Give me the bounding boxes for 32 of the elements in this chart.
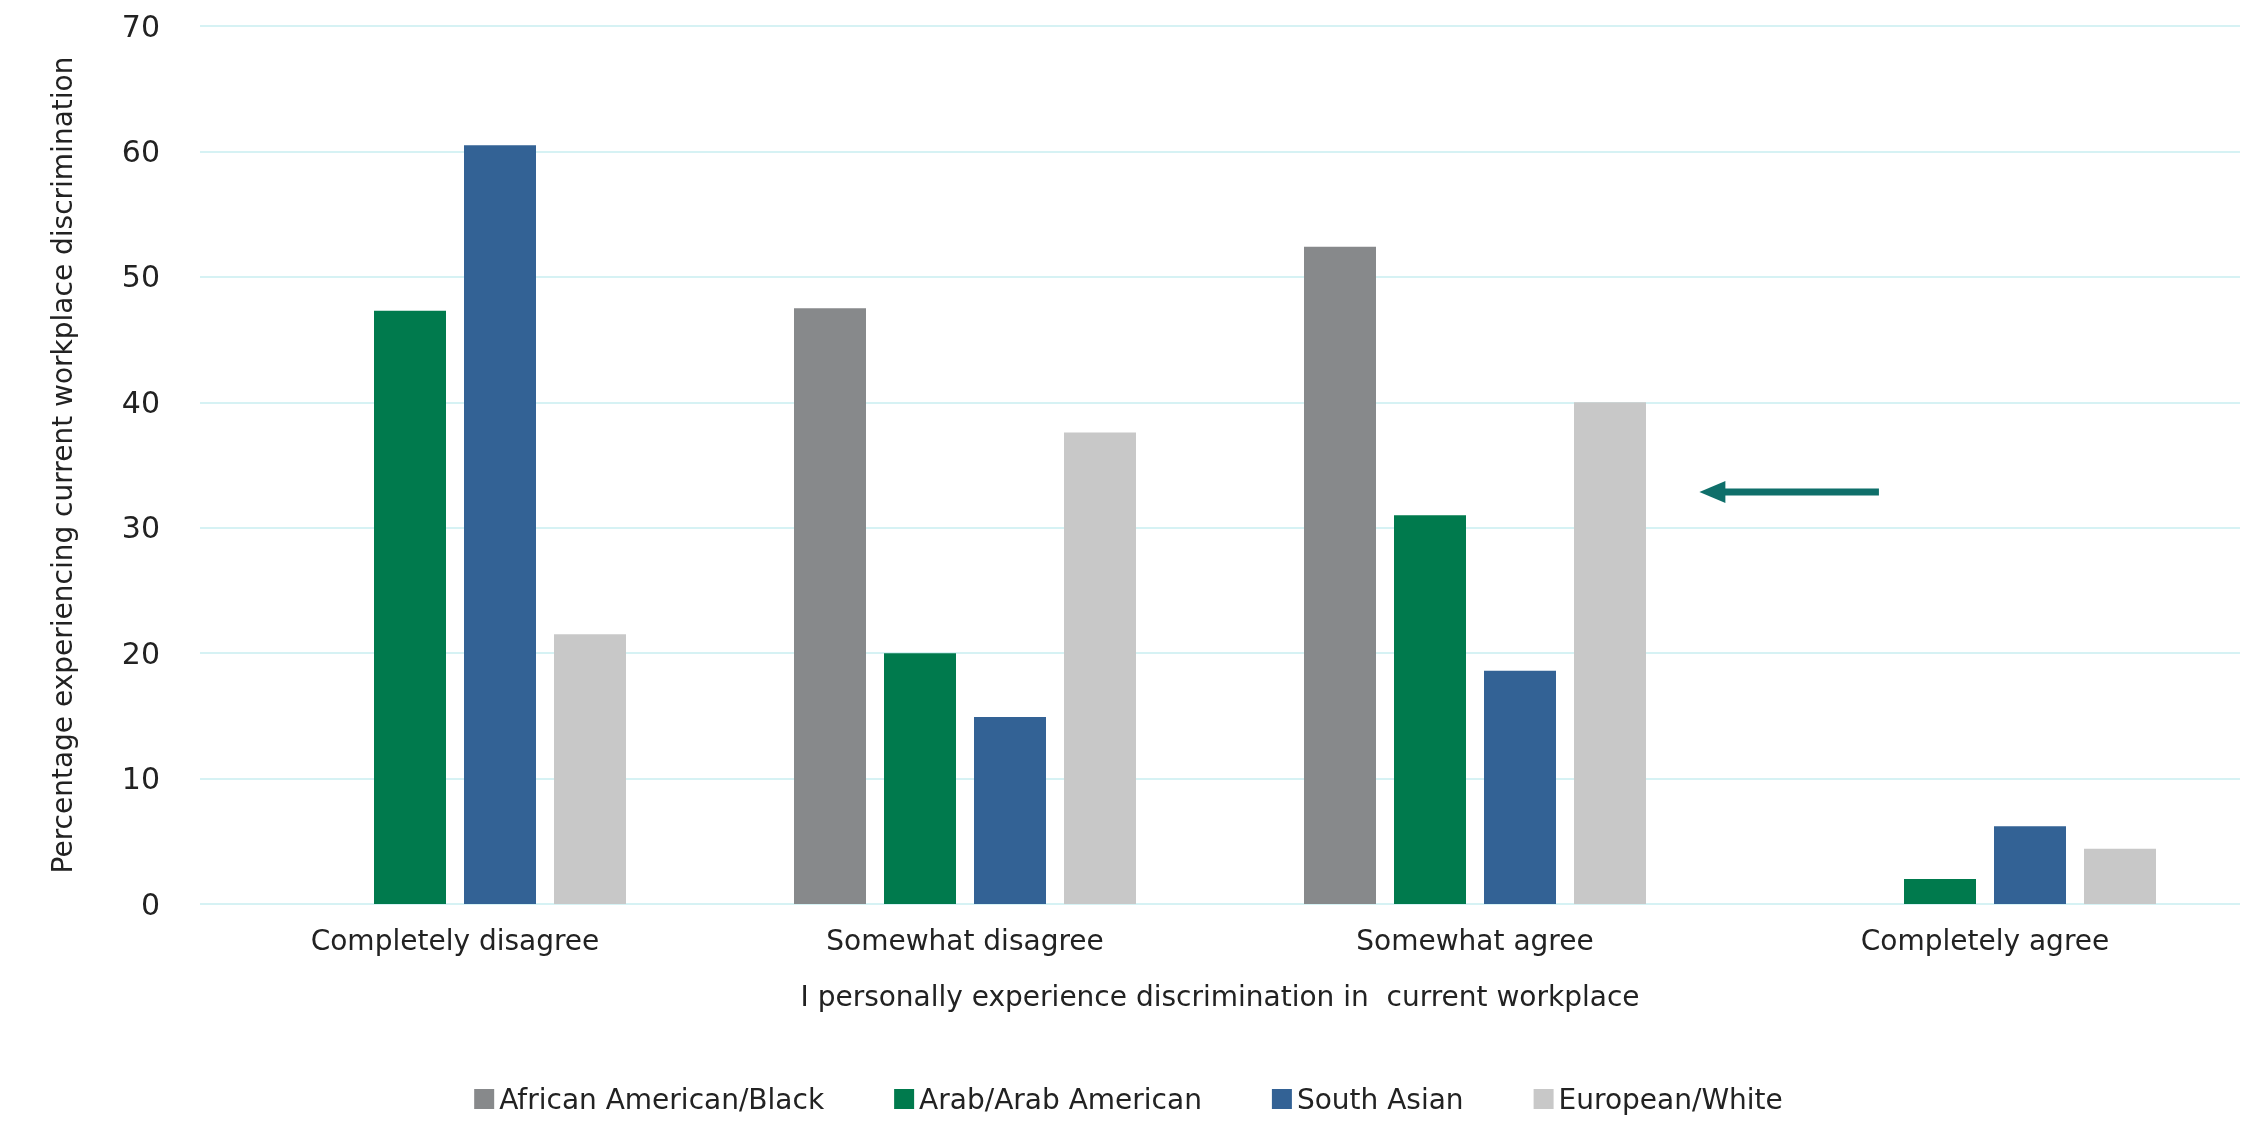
bar bbox=[884, 653, 956, 904]
x-tick-label: Somewhat agree bbox=[1356, 923, 1594, 957]
y-tick-label: 70 bbox=[121, 8, 160, 44]
y-tick-label: 40 bbox=[121, 384, 160, 420]
bar bbox=[794, 308, 866, 904]
y-tick-label: 0 bbox=[140, 886, 160, 922]
x-tick-label: Completely agree bbox=[1860, 923, 2110, 957]
bar bbox=[1484, 670, 1556, 904]
bar bbox=[974, 717, 1046, 904]
legend-label: African American/Black bbox=[499, 1082, 825, 1116]
legend-label: Arab/Arab American bbox=[919, 1082, 1202, 1116]
x-tick-label: Completely disagree bbox=[310, 923, 600, 957]
bar bbox=[374, 310, 446, 904]
x-axis-title: I personally experience discrimination in current workplace bbox=[800, 979, 1640, 1013]
bar bbox=[1574, 402, 1646, 904]
y-tick-label: 50 bbox=[121, 259, 160, 295]
legend-label: South Asian bbox=[1296, 1082, 1464, 1116]
bar bbox=[1994, 826, 2066, 904]
bar bbox=[1304, 246, 1376, 904]
legend-label: European/White bbox=[1558, 1082, 1783, 1116]
bar bbox=[464, 145, 536, 904]
y-tick-label: 60 bbox=[121, 133, 160, 169]
bar bbox=[1394, 515, 1466, 904]
y-tick-label: 10 bbox=[121, 761, 160, 797]
y-axis-title: Percentage experiencing current workplace discrimination bbox=[45, 56, 79, 874]
bar bbox=[1064, 432, 1136, 904]
y-tick-label: 30 bbox=[121, 510, 160, 546]
bar bbox=[554, 634, 626, 904]
bar bbox=[1904, 878, 1976, 904]
x-tick-label: Somewhat disagree bbox=[826, 923, 1104, 957]
y-tick-label: 20 bbox=[121, 635, 160, 671]
bar bbox=[2084, 848, 2156, 904]
